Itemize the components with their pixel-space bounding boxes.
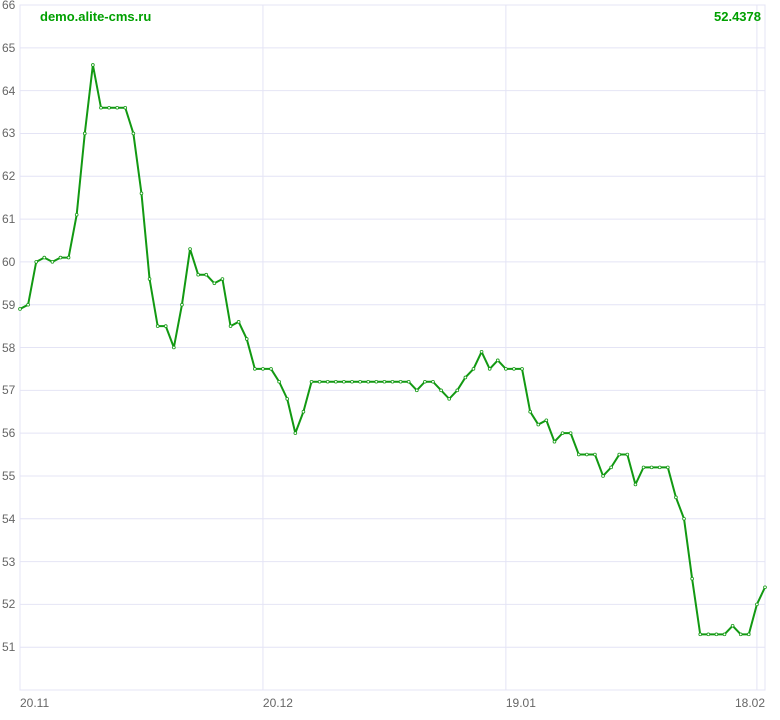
- chart-title-right: 52.4378: [714, 9, 761, 24]
- x-tick-label: 20.12: [263, 696, 293, 710]
- chart-canvas: [0, 0, 780, 720]
- y-tick-label: 58: [2, 341, 15, 355]
- x-tick-label: 18.02: [735, 696, 765, 710]
- y-tick-label: 62: [2, 169, 15, 183]
- y-tick-label: 54: [2, 512, 15, 526]
- y-tick-label: 59: [2, 298, 15, 312]
- y-tick-label: 60: [2, 255, 15, 269]
- y-tick-label: 64: [2, 84, 15, 98]
- y-tick-label: 66: [2, 0, 15, 12]
- y-tick-label: 61: [2, 212, 15, 226]
- x-tick-label: 20.11: [20, 696, 49, 710]
- y-tick-label: 63: [2, 126, 15, 140]
- x-tick-label: 19.01: [506, 696, 536, 710]
- y-tick-label: 65: [2, 41, 15, 55]
- y-tick-label: 53: [2, 555, 15, 569]
- line-chart: 51 52 53 54 55 56 57 58 59 60 61 62 63 64 65 66 20.11 20.…: [0, 0, 780, 720]
- y-tick-label: 56: [2, 426, 15, 440]
- y-tick-label: 51: [2, 640, 15, 654]
- chart-title-left: demo.alite-cms.ru: [40, 9, 151, 24]
- y-tick-label: 52: [2, 597, 15, 611]
- y-tick-label: 57: [2, 383, 15, 397]
- y-tick-label: 55: [2, 469, 15, 483]
